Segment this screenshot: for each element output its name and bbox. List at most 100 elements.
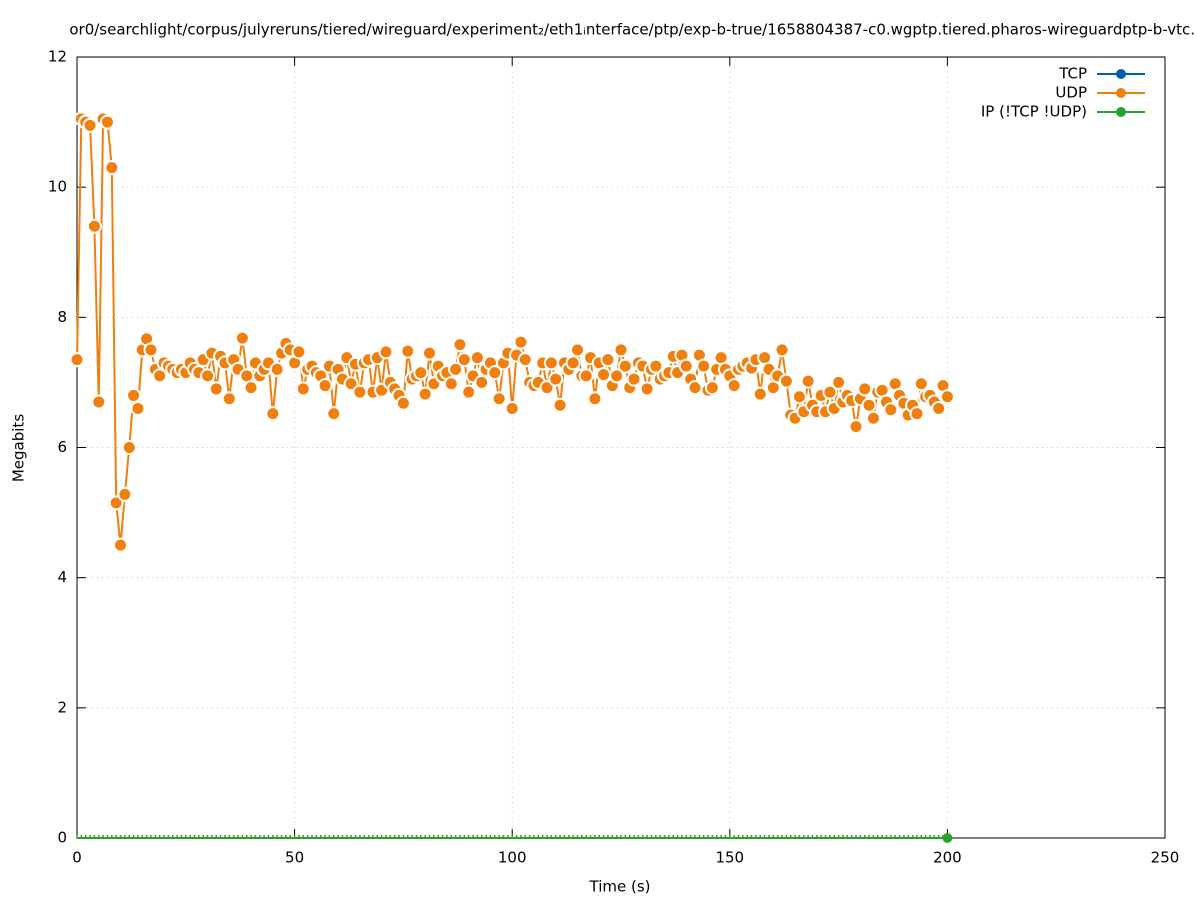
data-point bbox=[909, 406, 925, 422]
data-point bbox=[448, 361, 464, 377]
data-point bbox=[117, 486, 133, 502]
legend-marker bbox=[1116, 107, 1126, 117]
data-point bbox=[86, 218, 102, 234]
data-point bbox=[831, 374, 847, 390]
data-point bbox=[600, 352, 616, 368]
data-point bbox=[791, 389, 807, 405]
x-tick-label: 50 bbox=[285, 849, 304, 867]
data-point bbox=[400, 343, 416, 359]
data-point bbox=[378, 344, 394, 360]
data-point bbox=[678, 358, 694, 374]
data-point bbox=[143, 342, 159, 358]
plot-frame bbox=[76, 56, 1166, 839]
data-point bbox=[317, 378, 333, 394]
data-point bbox=[752, 386, 768, 402]
y-tick-label: 4 bbox=[57, 568, 67, 586]
data-point bbox=[343, 376, 359, 392]
data-point bbox=[108, 495, 124, 511]
data-point bbox=[152, 368, 168, 384]
data-point bbox=[234, 330, 250, 346]
x-tick-label: 250 bbox=[1151, 849, 1180, 867]
data-point bbox=[857, 381, 873, 397]
data-point bbox=[517, 352, 533, 368]
data-point bbox=[504, 400, 520, 416]
data-point bbox=[269, 361, 285, 377]
y-tick-label: 0 bbox=[57, 829, 67, 847]
data-point bbox=[613, 342, 629, 358]
data-point bbox=[243, 380, 259, 396]
data-point bbox=[200, 368, 216, 384]
data-point bbox=[865, 410, 881, 426]
y-tick-label: 10 bbox=[48, 178, 67, 196]
data-point bbox=[413, 365, 429, 381]
data-point bbox=[596, 367, 612, 383]
data-point bbox=[552, 397, 568, 413]
data-point bbox=[939, 389, 955, 405]
data-point bbox=[104, 160, 120, 176]
data-point bbox=[883, 402, 899, 418]
data-point bbox=[121, 440, 137, 455]
data-point bbox=[461, 384, 477, 400]
data-point bbox=[913, 376, 929, 392]
data-point bbox=[513, 334, 529, 350]
legend-label: UDP bbox=[1055, 84, 1087, 102]
data-point bbox=[800, 373, 816, 389]
data-point bbox=[326, 406, 342, 422]
data-point bbox=[539, 380, 555, 396]
data-point bbox=[726, 378, 742, 394]
data-point bbox=[587, 391, 603, 407]
x-tick-label: 100 bbox=[498, 849, 527, 867]
data-point bbox=[626, 371, 642, 387]
y-tick-label: 12 bbox=[48, 48, 67, 66]
legend-marker bbox=[1116, 69, 1126, 79]
data-point bbox=[69, 352, 85, 368]
data-point bbox=[931, 400, 947, 416]
data-point bbox=[352, 384, 368, 400]
y-tick-label: 6 bbox=[57, 438, 67, 456]
legend-label: TCP bbox=[1058, 65, 1087, 83]
data-point bbox=[130, 400, 146, 416]
data-point bbox=[778, 373, 794, 389]
data-point bbox=[295, 381, 311, 397]
data-point bbox=[452, 337, 468, 353]
data-point bbox=[474, 374, 490, 390]
data-point bbox=[774, 342, 790, 358]
x-tick-label: 200 bbox=[933, 849, 962, 867]
data-point bbox=[126, 387, 142, 403]
data-point bbox=[422, 345, 438, 361]
data-point bbox=[91, 394, 107, 410]
data-point bbox=[648, 358, 664, 374]
data-point bbox=[221, 391, 237, 407]
data-point bbox=[565, 355, 581, 371]
data-point bbox=[113, 537, 129, 553]
chart-title: or0/searchlight/corpus/julyreruns/tiered… bbox=[69, 21, 1195, 39]
data-point bbox=[687, 380, 703, 396]
data-point bbox=[208, 381, 224, 397]
data-point bbox=[487, 365, 503, 381]
data-point bbox=[822, 384, 838, 400]
data-point bbox=[456, 352, 472, 368]
data-point bbox=[291, 344, 307, 360]
data-point bbox=[617, 358, 633, 374]
data-point bbox=[543, 355, 559, 371]
legend-marker bbox=[1116, 88, 1126, 98]
data-point bbox=[417, 386, 433, 402]
x-tick-label: 0 bbox=[72, 849, 82, 867]
data-point bbox=[942, 833, 953, 843]
x-tick-label: 150 bbox=[715, 849, 744, 867]
data-point bbox=[609, 368, 625, 384]
data-point bbox=[469, 350, 485, 366]
data-point bbox=[578, 368, 594, 384]
data-point bbox=[704, 380, 720, 396]
y-tick-label: 2 bbox=[57, 698, 67, 716]
x-axis-label: Time (s) bbox=[589, 878, 651, 896]
data-point bbox=[548, 371, 564, 387]
data-point bbox=[861, 397, 877, 413]
data-point bbox=[639, 381, 655, 397]
data-point bbox=[443, 376, 459, 392]
data-point bbox=[265, 406, 281, 422]
data-point bbox=[395, 395, 411, 411]
data-point bbox=[82, 117, 98, 133]
data-point bbox=[569, 342, 585, 358]
